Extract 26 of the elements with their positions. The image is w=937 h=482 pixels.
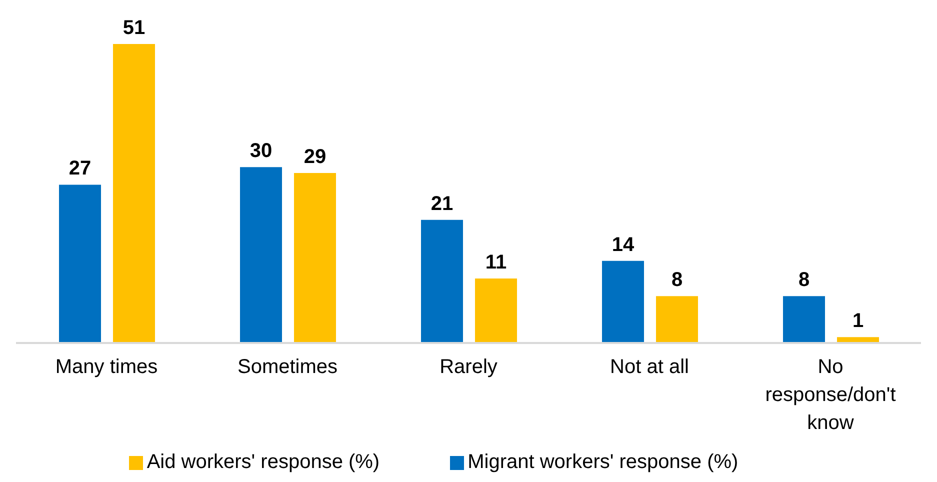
bar: [294, 172, 336, 343]
bar: [656, 296, 698, 343]
data-label: 30: [250, 140, 272, 162]
bar: [475, 278, 517, 343]
data-label: 8: [798, 269, 810, 292]
data-label: 8: [671, 269, 683, 292]
bar: [113, 44, 155, 343]
x-tick-label: Sometimes: [237, 356, 338, 378]
bar: [602, 260, 644, 343]
data-label: 27: [68, 158, 92, 180]
data-label: 29: [304, 146, 326, 168]
data-label: 14: [612, 234, 635, 256]
data-label: 51: [122, 17, 146, 39]
x-tick-label: Not at all: [610, 356, 689, 378]
x-tick-label: Rarely: [440, 356, 498, 378]
bar: [59, 184, 101, 343]
legend-label: Migrant workers' response (%): [468, 451, 738, 473]
legend-label: Aid workers' response (%): [146, 451, 380, 473]
bar: [240, 167, 282, 343]
x-tick-label: No response/don't know: [765, 356, 896, 434]
x-tick-label: Many times: [55, 356, 158, 378]
bar: [783, 296, 825, 343]
bar: [421, 220, 463, 343]
data-label: 11: [485, 252, 507, 274]
data-label: 1: [852, 310, 864, 332]
data-label: 21: [430, 192, 454, 215]
